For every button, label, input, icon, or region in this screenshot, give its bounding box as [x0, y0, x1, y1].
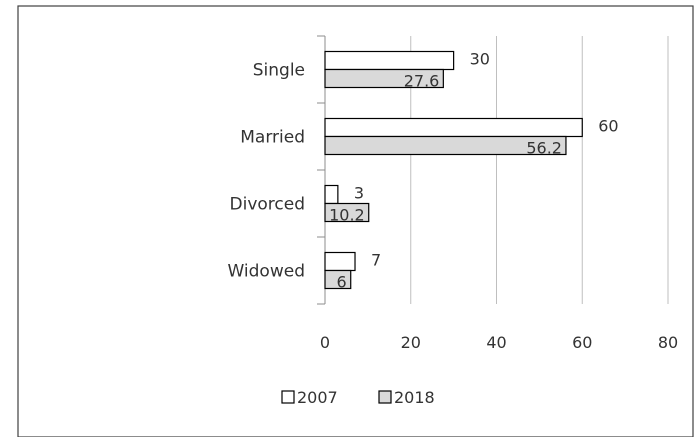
- bar-2018: [324, 135, 567, 156]
- x-tick-label: 60: [572, 333, 592, 352]
- x-tick-label: 0: [320, 333, 330, 352]
- legend-swatch-2018: [378, 390, 392, 404]
- category-label: Divorced: [230, 195, 306, 215]
- data-label-2007: 60: [598, 117, 618, 136]
- legend-label-2018: 2018: [394, 388, 435, 407]
- data-label-2018: 27.6: [404, 72, 440, 91]
- bar-2018: [324, 269, 352, 290]
- x-tick-label: 20: [401, 333, 421, 352]
- data-label-2007: 3: [354, 184, 364, 203]
- x-tick-label: 80: [658, 333, 678, 352]
- legend: 2007 2018: [281, 388, 435, 407]
- data-label-2007: 30: [470, 50, 490, 69]
- category-label: Married: [240, 128, 305, 148]
- category-label: Widowed: [227, 262, 305, 282]
- bar-2018: [324, 68, 444, 89]
- category-label: Single: [253, 61, 305, 81]
- bar-2007: [324, 184, 339, 205]
- data-label-2018: 56.2: [526, 139, 562, 158]
- bar-2007: [324, 251, 356, 272]
- bar-2007: [324, 117, 583, 138]
- bar-2007: [324, 50, 455, 71]
- bar-2018: [324, 202, 370, 223]
- data-label-2018: 10.2: [329, 206, 365, 225]
- plot-area: Single3027.6Married6056.2Divorced310.2Wi…: [227, 35, 678, 352]
- data-label-2007: 7: [371, 251, 381, 270]
- data-label-2018: 6: [337, 273, 347, 292]
- legend-label-2007: 2007: [297, 388, 338, 407]
- legend-swatch-2007: [281, 390, 295, 404]
- x-tick-label: 40: [486, 333, 506, 352]
